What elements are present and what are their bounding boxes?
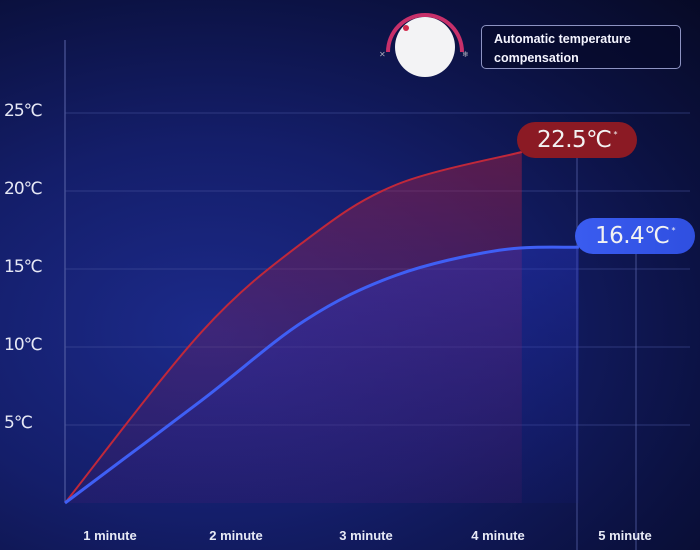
badge-line-1: Automatic temperature	[494, 32, 631, 46]
x-tick-label: 3 minute	[339, 528, 393, 543]
y-tick-label: 5℃	[4, 413, 33, 433]
x-tick-label: 2 minute	[209, 528, 263, 543]
temperature-knob[interactable]: ✕ ❄	[380, 2, 470, 82]
blue-mark: *	[671, 225, 676, 235]
x-tick-label: 4 minute	[471, 528, 525, 543]
y-tick-label: 10℃	[4, 335, 43, 355]
y-tick-label: 15℃	[4, 257, 43, 277]
snowflake-icon: ❄	[462, 50, 469, 59]
blue-series-end-label: 16.4℃ *	[575, 218, 695, 254]
red-mark: *	[613, 129, 618, 139]
red-value: 22.5℃	[536, 127, 612, 153]
y-tick-label: 25℃	[4, 101, 43, 121]
fan-icon: ✕	[380, 50, 386, 59]
blue-series-line	[64, 245, 579, 505]
knob-dial[interactable]	[395, 17, 455, 77]
automatic-temperature-compensation-badge: Automatic temperature compensation	[481, 25, 681, 69]
x-tick-label: 1 minute	[83, 528, 137, 543]
blue-value: 16.4℃	[594, 223, 670, 249]
blue-series-area	[65, 247, 579, 503]
y-tick-label: 20℃	[4, 179, 43, 199]
x-tick-label: 5 minute	[598, 528, 652, 543]
red-series-line	[64, 151, 523, 504]
knob-arc	[386, 13, 464, 53]
red-series-end-label: 22.5℃ *	[517, 122, 637, 158]
knob-indicator	[403, 25, 409, 31]
badge-line-2: compensation	[494, 51, 579, 65]
